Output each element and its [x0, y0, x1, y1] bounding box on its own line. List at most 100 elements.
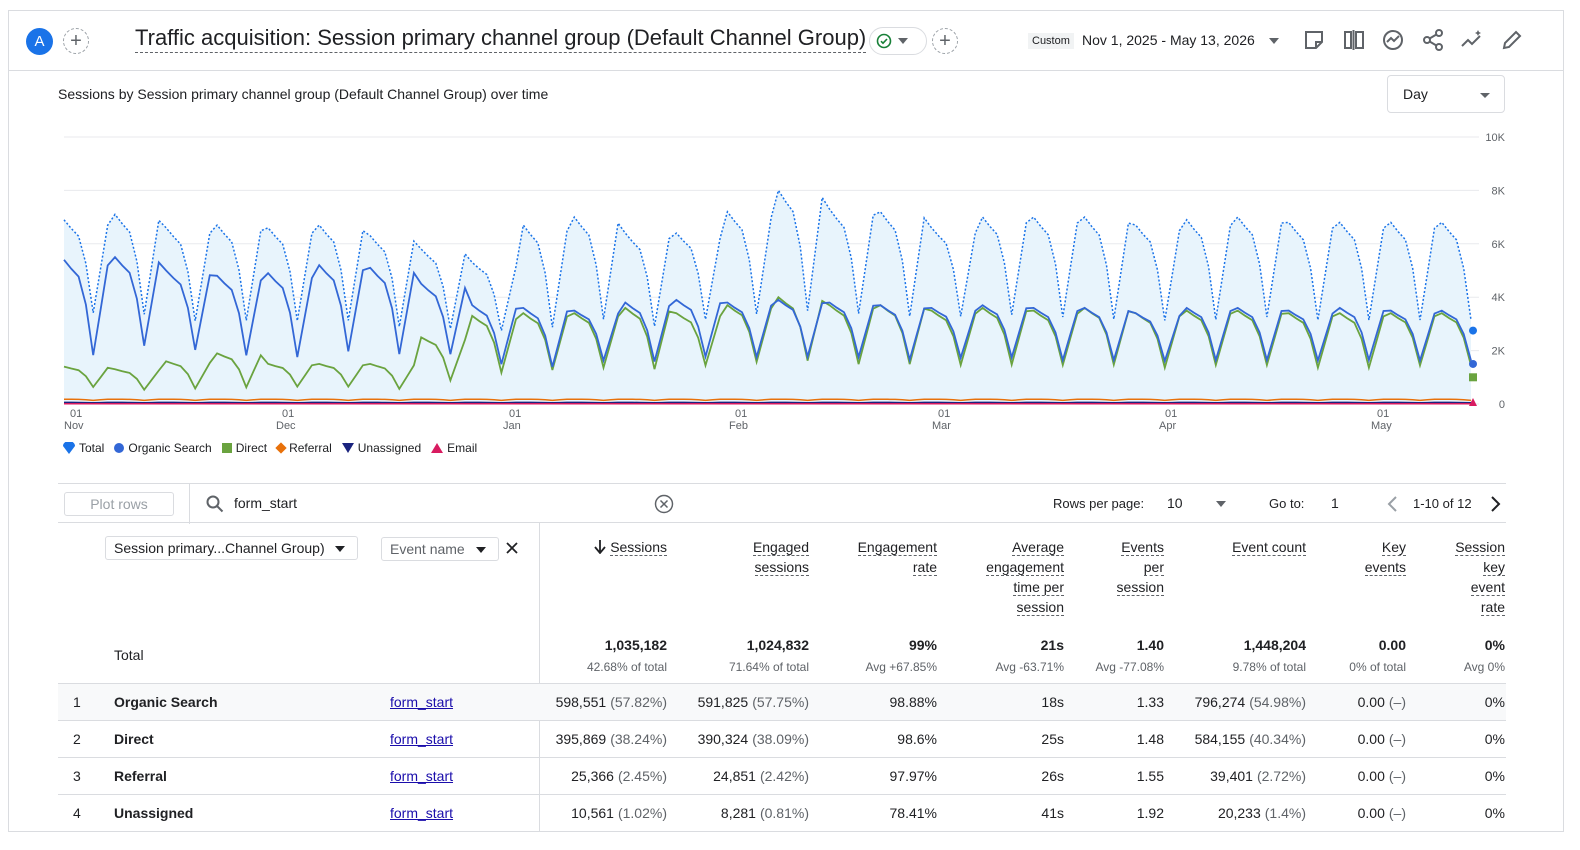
rows-per-page-select[interactable]: 10: [1167, 495, 1227, 511]
chevron-down-icon: [1268, 38, 1279, 45]
legend-referral[interactable]: Referral: [275, 441, 332, 455]
edit-pencil-icon[interactable]: [1500, 28, 1524, 52]
total-eps: 1.40: [1136, 637, 1164, 653]
avg-time-value-text: 41s: [1041, 805, 1064, 821]
secondary-dimension-select[interactable]: Event name: [381, 537, 499, 561]
granularity-select[interactable]: Day: [1387, 75, 1505, 113]
y-tick-label: 0: [1499, 399, 1505, 411]
sessions-value: 395,869 (38.24%): [539, 731, 667, 747]
compare-icon[interactable]: [1342, 28, 1366, 52]
session-key-rate-value: 0%: [1426, 768, 1505, 784]
total-key-events-sub: 0% of total: [1349, 660, 1406, 674]
event-name-link[interactable]: form_start: [390, 805, 510, 821]
page-range: 1-10 of 12: [1413, 496, 1472, 511]
key-events-value-percent: (–): [1388, 805, 1406, 821]
event-count-value-percent: (1.4%): [1264, 805, 1306, 821]
remove-dimension-icon[interactable]: [506, 542, 518, 554]
rows-per-page-value: 10: [1167, 495, 1183, 511]
primary-dimension-select[interactable]: Session primary...Channel Group): [105, 536, 358, 560]
avatar[interactable]: A: [26, 28, 53, 55]
search-input[interactable]: form_start: [234, 495, 298, 511]
goto-input[interactable]: 1: [1331, 495, 1339, 511]
col-sessions[interactable]: Sessions: [589, 537, 667, 557]
col-events-per-session[interactable]: Events per session: [1084, 537, 1164, 597]
event-count-value-text: 39,401: [1210, 768, 1253, 784]
col-engagement-rate[interactable]: Engagement rate: [829, 537, 937, 577]
x-tick-month: Feb: [729, 420, 748, 432]
engagement-rate-value: 78.41%: [837, 805, 937, 821]
clear-search-icon[interactable]: [654, 494, 674, 514]
legend-organic-search[interactable]: Organic Search: [114, 441, 212, 455]
chevron-down-icon: [335, 546, 345, 552]
table-row[interactable]: 1 Organic Search form_start 598,551 (57.82%)…: [58, 684, 1506, 721]
event-name-link-text[interactable]: form_start: [390, 768, 454, 784]
event-name-link[interactable]: form_start: [390, 731, 510, 747]
col-label: Sessions: [610, 539, 667, 556]
session-key-rate-value-text: 0%: [1484, 731, 1505, 747]
event-count-value-text: 20,233: [1217, 805, 1261, 821]
chevron-right-icon[interactable]: [1488, 496, 1502, 512]
sessions-value-percent: (38.24%): [610, 731, 667, 747]
row-index: 4: [73, 805, 93, 821]
y-tick-label: 2K: [1492, 346, 1506, 358]
x-tick-month: May: [1371, 420, 1392, 432]
col-label: time per: [1013, 579, 1064, 596]
sessions-value-text: 25,366: [571, 768, 614, 784]
x-tick-day: 01: [938, 408, 950, 420]
total-skr: 0%: [1484, 637, 1505, 653]
row-index-text: 4: [73, 805, 81, 821]
event-name-link-text[interactable]: form_start: [390, 805, 454, 821]
key-events-value-text: 0.00: [1357, 805, 1385, 821]
event-count-value-percent: (54.98%): [1249, 694, 1306, 710]
note-icon[interactable]: [1302, 28, 1326, 52]
insights-icon[interactable]: [1381, 28, 1405, 52]
add-comparison-button[interactable]: +: [63, 28, 89, 54]
col-session-key-event-rate[interactable]: Session key event rate: [1429, 537, 1505, 617]
col-label: key: [1483, 559, 1505, 576]
legend-unassigned[interactable]: Unassigned: [341, 441, 421, 455]
table-row[interactable]: 4 Unassigned form_start 10,561 (1.02%) 8,281(…: [58, 795, 1506, 831]
share-icon[interactable]: [1421, 28, 1445, 52]
page-title[interactable]: Traffic acquisition: Session primary cha…: [135, 25, 867, 53]
chevron-down-icon: [898, 38, 908, 44]
col-key-events[interactable]: Key events: [1319, 537, 1406, 577]
rows-per-page-label: Rows per page:: [1053, 496, 1145, 511]
table-row[interactable]: 2 Direct form_start 395,869 (38.24%) 390,324(…: [58, 721, 1506, 758]
trend-sparkle-icon[interactable]: [1460, 28, 1484, 52]
col-label: Engaged: [752, 539, 809, 556]
legend-total[interactable]: Total: [63, 441, 104, 455]
chevron-left-icon[interactable]: [1386, 496, 1400, 512]
engaged-sessions-value-percent: (57.75%): [752, 694, 809, 710]
legend-direct[interactable]: Direct: [221, 441, 267, 455]
sessions-value-percent: (57.82%): [610, 694, 667, 710]
table-row[interactable]: 3 Referral form_start 25,366 (2.45%) 24,851 (2…: [58, 758, 1506, 795]
legend-email[interactable]: Email: [431, 441, 477, 455]
col-label: rate: [1480, 599, 1505, 616]
add-filter-button[interactable]: +: [932, 28, 958, 54]
event-name-link-text[interactable]: form_start: [390, 731, 454, 747]
key-events-value-percent: (–): [1388, 694, 1406, 710]
avg-time-value: 41s: [964, 805, 1064, 821]
event-name-link-text[interactable]: form_start: [390, 694, 454, 710]
dimension-divider: [539, 523, 540, 831]
events-per-session-value: 1.55: [1064, 768, 1164, 784]
engagement-rate-value-text: 78.41%: [889, 805, 937, 821]
col-event-count[interactable]: Event count: [1179, 537, 1306, 557]
col-engaged-sessions[interactable]: Engaged sessions: [709, 537, 809, 577]
channel-name: Organic Search: [114, 694, 314, 710]
event-name-link[interactable]: form_start: [390, 694, 510, 710]
col-avg-engagement-time[interactable]: Average engagement time per session: [954, 537, 1064, 617]
date-range-picker[interactable]: Nov 1, 2025 - May 13, 2026: [1082, 32, 1279, 48]
sessions-value-percent: (1.02%): [617, 805, 667, 821]
engaged-sessions-value-text: 24,851: [713, 768, 756, 784]
status-chip[interactable]: [869, 27, 927, 55]
row-index: 2: [73, 731, 93, 747]
x-tick-day: 01: [735, 408, 747, 420]
events-per-session-value-text: 1.55: [1136, 768, 1164, 784]
y-tick-label: 10K: [1485, 132, 1505, 144]
event-name-link[interactable]: form_start: [390, 768, 510, 784]
plot-rows-button[interactable]: Plot rows: [64, 492, 174, 516]
sessions-value-text: 598,551: [555, 694, 607, 710]
chevron-down-icon: [476, 547, 486, 553]
total-label: Total: [114, 647, 144, 663]
